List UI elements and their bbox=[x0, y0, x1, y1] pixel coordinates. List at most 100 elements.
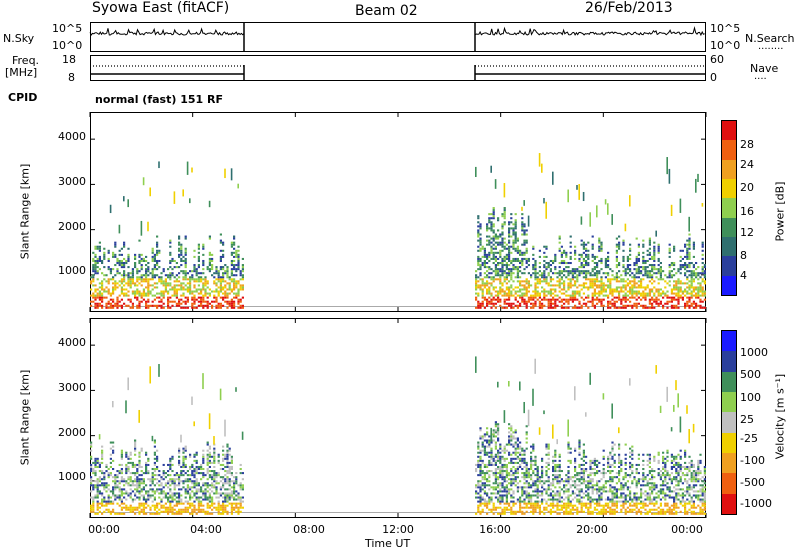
power-cell bbox=[565, 253, 568, 256]
velocity-cell bbox=[151, 468, 154, 471]
velocity-cell bbox=[563, 498, 566, 501]
power-cell bbox=[228, 292, 231, 295]
power-cell bbox=[204, 290, 207, 293]
power-cell bbox=[204, 294, 207, 297]
velocity-cell bbox=[228, 496, 231, 499]
velocity-cell bbox=[160, 490, 163, 493]
power-cell bbox=[228, 276, 231, 279]
velocity-cell bbox=[574, 465, 577, 468]
velocity-cell bbox=[567, 480, 570, 483]
power-cell bbox=[140, 266, 143, 269]
velocity-cell bbox=[204, 498, 207, 501]
velocity-cell bbox=[219, 488, 222, 491]
power-cell bbox=[668, 274, 671, 277]
power-cell bbox=[642, 304, 645, 307]
power-cell bbox=[673, 245, 676, 248]
velocity-cell bbox=[200, 500, 203, 503]
power-cell bbox=[644, 272, 647, 275]
velocity-cell bbox=[120, 476, 123, 479]
velocity-cell bbox=[116, 494, 119, 497]
power-cell bbox=[118, 264, 121, 267]
velocity-cell bbox=[505, 474, 508, 477]
velocity-cell bbox=[167, 496, 170, 499]
power-cell bbox=[653, 266, 656, 269]
power-cell bbox=[596, 270, 599, 273]
velocity-cell bbox=[178, 484, 181, 487]
velocity-cell bbox=[142, 488, 145, 491]
velocity-cell bbox=[109, 500, 112, 503]
power-cell bbox=[622, 249, 625, 252]
power-cell bbox=[587, 241, 590, 244]
velocity-cell bbox=[224, 500, 227, 503]
power-cell bbox=[505, 257, 508, 260]
power-cell bbox=[134, 290, 137, 293]
power-cell bbox=[120, 304, 123, 307]
power-cell bbox=[607, 264, 610, 267]
velocity-cell bbox=[195, 459, 198, 462]
power-cell bbox=[609, 290, 612, 293]
power-cell bbox=[688, 237, 691, 240]
power-cell bbox=[679, 255, 682, 258]
velocity-cell bbox=[215, 506, 218, 509]
power-cell bbox=[226, 276, 229, 279]
power-cell bbox=[670, 292, 673, 295]
velocity-cell bbox=[479, 512, 482, 515]
power-cell bbox=[554, 266, 557, 269]
velocity-cell bbox=[488, 496, 491, 499]
power-cell bbox=[532, 296, 535, 299]
power-cell bbox=[96, 259, 99, 262]
velocity-cell bbox=[483, 500, 486, 503]
velocity-cell bbox=[582, 482, 585, 485]
power-cell bbox=[567, 189, 569, 203]
velocity-cell bbox=[541, 502, 544, 505]
velocity-cell bbox=[169, 510, 172, 513]
velocity-cell bbox=[142, 510, 145, 513]
velocity-cell bbox=[514, 431, 517, 434]
power-cell bbox=[151, 304, 154, 307]
velocity-cell bbox=[497, 429, 500, 432]
velocity-cell bbox=[574, 470, 577, 473]
power-cell bbox=[123, 257, 126, 260]
power-cell bbox=[101, 304, 104, 307]
power-cell bbox=[215, 282, 218, 285]
velocity-cell bbox=[235, 387, 237, 392]
cpid-label: CPID bbox=[8, 91, 38, 104]
power-cell bbox=[483, 266, 486, 269]
power-cell bbox=[525, 304, 528, 307]
velocity-cell bbox=[560, 504, 563, 507]
power-cell bbox=[226, 300, 229, 303]
velocity-cell bbox=[222, 478, 225, 481]
velocity-cell bbox=[208, 484, 211, 487]
velocity-cell bbox=[556, 512, 559, 515]
power-cell bbox=[151, 251, 154, 254]
power-cell bbox=[679, 272, 682, 275]
power-cell bbox=[527, 259, 530, 262]
velocity-cell bbox=[567, 465, 570, 468]
velocity-cell bbox=[120, 478, 123, 481]
velocity-cell bbox=[578, 463, 581, 466]
power-cell bbox=[560, 292, 563, 295]
power-cell bbox=[208, 259, 211, 262]
power-cell bbox=[501, 213, 504, 216]
power-cell bbox=[624, 274, 627, 277]
velocity-cell bbox=[477, 447, 480, 450]
power-cell bbox=[492, 225, 495, 228]
velocity-cell bbox=[523, 461, 526, 464]
velocity-cell bbox=[158, 502, 161, 505]
power-cell bbox=[549, 278, 552, 281]
velocity-cell bbox=[98, 434, 101, 440]
power-cell bbox=[151, 300, 154, 303]
power-cell bbox=[684, 282, 687, 285]
power-cell bbox=[116, 268, 119, 271]
power-cell bbox=[585, 282, 588, 285]
velocity-cell bbox=[578, 488, 581, 491]
power-cell bbox=[490, 247, 493, 250]
velocity-cell bbox=[541, 486, 544, 489]
velocity-cell bbox=[211, 478, 214, 481]
velocity-cell bbox=[164, 506, 167, 509]
power-cell bbox=[510, 294, 513, 297]
power-cell bbox=[503, 237, 506, 240]
power-cell bbox=[206, 304, 209, 307]
velocity-cell bbox=[488, 498, 491, 501]
velocity-cell bbox=[479, 470, 482, 473]
